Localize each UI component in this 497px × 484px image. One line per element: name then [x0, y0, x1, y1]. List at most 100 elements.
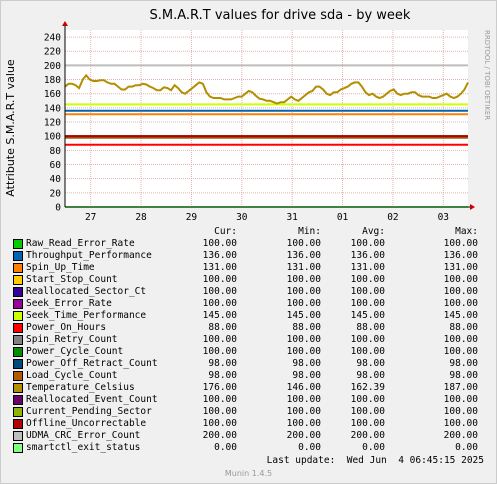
legend-label: Current_Pending_Sector — [26, 406, 152, 417]
legend-swatch — [13, 347, 23, 357]
legend-avg: 100.00 — [350, 298, 385, 309]
legend-max: 100.00 — [443, 298, 478, 309]
legend-swatch — [13, 299, 23, 309]
legend-min: 100.00 — [286, 238, 321, 249]
legend-swatch — [13, 359, 23, 369]
legend-max: 100.00 — [443, 394, 478, 405]
legend-max: 100.00 — [443, 346, 478, 357]
legend-max: 145.00 — [443, 310, 478, 321]
last-update: Last update: Wed Jun 4 06:45:15 2025 — [266, 455, 484, 466]
legend-swatch — [13, 371, 23, 381]
y-tick-label: 60 — [50, 160, 62, 171]
legend-cur: 100.00 — [202, 346, 237, 357]
legend-swatch — [13, 395, 23, 405]
legend-min: 100.00 — [286, 418, 321, 429]
legend-avg: 200.00 — [350, 430, 385, 441]
legend-avg: 100.00 — [350, 334, 385, 345]
legend-cur: 88.00 — [208, 322, 237, 333]
legend-cur: 200.00 — [202, 430, 237, 441]
legend-avg: 145.00 — [350, 310, 385, 321]
legend-swatch — [13, 335, 23, 345]
legend-cur: 100.00 — [202, 298, 237, 309]
legend-label: Spin_Up_Time — [26, 262, 95, 273]
legend-row: Power_On_Hours 88.00 88.00 88.00 88.00 — [0, 322, 497, 334]
legend-min: 100.00 — [286, 334, 321, 345]
legend-min: 88.00 — [292, 322, 321, 333]
legend-row: Load_Cycle_Count 98.00 98.00 98.00 98.00 — [0, 370, 497, 382]
x-tick-label: 27 — [85, 212, 96, 223]
y-tick-label: 20 — [50, 188, 62, 199]
legend-min: 136.00 — [286, 250, 321, 261]
legend-avg: 136.00 — [350, 250, 385, 261]
legend-avg: 100.00 — [350, 406, 385, 417]
y-axis-label: Attribute S.M.A.R.T value — [4, 59, 17, 197]
y-tick-label: 160 — [44, 89, 61, 100]
legend-min: 131.00 — [286, 262, 321, 273]
legend-avg: 100.00 — [350, 286, 385, 297]
legend-max: 100.00 — [443, 406, 478, 417]
legend-label: Reallocated_Event_Count — [26, 394, 158, 405]
legend-row: Seek_Time_Performance 145.00 145.00 145.00 1… — [0, 310, 497, 322]
y-tick-label: 180 — [44, 75, 61, 86]
legend-swatch — [13, 431, 23, 441]
header-cur: Cur: — [214, 226, 237, 237]
legend-row: Throughput_Performance 136.00 136.00 136.00… — [0, 250, 497, 262]
legend-row: Reallocated_Event_Count 100.00 100.00 100.0… — [0, 394, 497, 406]
legend-max: 136.00 — [443, 250, 478, 261]
legend-max: 200.00 — [443, 430, 478, 441]
legend-min: 0.00 — [298, 442, 321, 453]
legend-row: Temperature_Celsius 176.00 146.00 162.39 187… — [0, 382, 497, 394]
legend-row: Power_Off_Retract_Count 98.00 98.00 98.00 98… — [0, 358, 497, 370]
legend-avg: 100.00 — [350, 418, 385, 429]
rrdtool-watermark: RRDTOOL / TOBI OETIKER — [483, 30, 491, 120]
legend-cur: 100.00 — [202, 406, 237, 417]
header-avg: Avg: — [362, 226, 385, 237]
munin-version: Munin 1.4.5 — [224, 469, 273, 478]
legend-avg: 100.00 — [350, 238, 385, 249]
legend-swatch — [13, 323, 23, 333]
x-tick-label: 31 — [286, 212, 298, 223]
legend-avg: 162.39 — [350, 382, 385, 393]
legend-cur: 100.00 — [202, 334, 237, 345]
legend-row: Seek_Error_Rate 100.00 100.00 100.00 100.00 — [0, 298, 497, 310]
x-tick-label: 30 — [236, 212, 248, 223]
legend-cur: 176.00 — [202, 382, 237, 393]
chart-title: S.M.A.R.T values for drive sda - by week — [150, 8, 411, 23]
legend-label: Load_Cycle_Count — [26, 370, 118, 381]
legend-max: 100.00 — [443, 286, 478, 297]
x-tick-label: 01 — [337, 212, 349, 223]
legend-min: 146.00 — [286, 382, 321, 393]
legend-row: Power_Cycle_Count 100.00 100.00 100.00 100.0… — [0, 346, 497, 358]
legend-swatch — [13, 287, 23, 297]
legend-row: Reallocated_Sector_Ct 100.00 100.00 100.00 1… — [0, 286, 497, 298]
legend-avg: 88.00 — [356, 322, 385, 333]
legend-label: Raw_Read_Error_Rate — [26, 238, 135, 249]
legend-row: Current_Pending_Sector 100.00 100.00 100.00… — [0, 406, 497, 418]
series-line-temperature-celsius — [64, 73, 469, 105]
legend-avg: 100.00 — [350, 394, 385, 405]
legend-min: 100.00 — [286, 394, 321, 405]
legend-cur: 100.00 — [202, 274, 237, 285]
legend-max: 100.00 — [443, 418, 478, 429]
y-tick-label: 120 — [44, 118, 61, 129]
legend-avg: 98.00 — [356, 358, 385, 369]
legend-label: UDMA_CRC_Error_Count — [26, 430, 141, 441]
y-tick-label: 100 — [44, 132, 61, 143]
legend-max: 100.00 — [443, 274, 478, 285]
y-tick-label: 0 — [55, 203, 61, 214]
legend-swatch — [13, 251, 23, 261]
legend-cur: 100.00 — [202, 238, 237, 249]
legend-label: Offline_Uncorrectable — [26, 418, 147, 429]
y-tick-label: 200 — [44, 61, 61, 72]
legend-label: Start_Stop_Count — [26, 274, 118, 285]
legend-cur: 131.00 — [202, 262, 237, 273]
legend-swatch — [13, 443, 23, 453]
plot-area — [65, 30, 468, 207]
legend-row: Offline_Uncorrectable 100.00 100.00 100.00 1… — [0, 418, 497, 430]
legend-cur: 145.00 — [202, 310, 237, 321]
y-tick-label: 40 — [50, 174, 62, 185]
legend-min: 100.00 — [286, 298, 321, 309]
legend-cur: 98.00 — [208, 358, 237, 369]
legend-max: 131.00 — [443, 262, 478, 273]
legend-max: 0.00 — [455, 442, 478, 453]
